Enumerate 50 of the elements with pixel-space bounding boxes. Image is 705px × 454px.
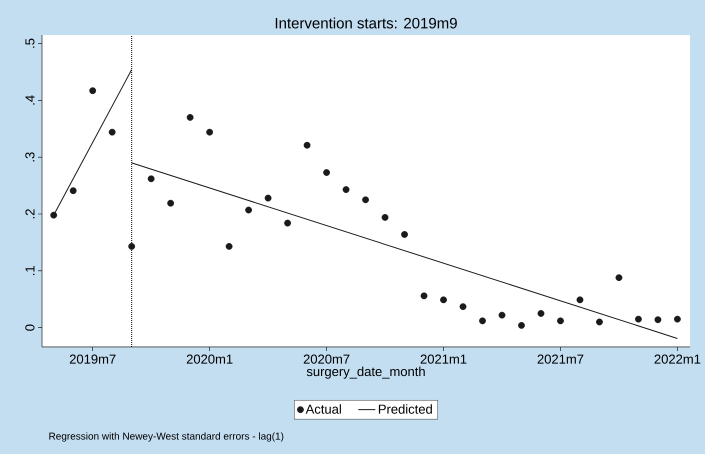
point bbox=[206, 128, 214, 136]
point bbox=[226, 243, 233, 250]
x-tick-label: 2021m1 bbox=[420, 354, 466, 364]
point bbox=[596, 318, 603, 326]
x-tick-label: 2022m1 bbox=[654, 354, 700, 364]
y-tick-label: 0 bbox=[25, 324, 34, 331]
point bbox=[616, 274, 622, 282]
y-tick-label: .3 bbox=[25, 152, 34, 162]
point bbox=[264, 194, 272, 202]
point bbox=[635, 316, 642, 323]
point bbox=[460, 303, 466, 310]
point bbox=[89, 87, 96, 94]
y-tick-label: .2 bbox=[25, 209, 34, 218]
x-tick-label: 2019m7 bbox=[70, 354, 116, 364]
y-tick-label: .1 bbox=[26, 266, 34, 276]
point bbox=[245, 206, 252, 214]
y-tick-label: .4 bbox=[26, 95, 34, 105]
legend-label: Predicted bbox=[378, 404, 432, 414]
chart-title: Intervention starts: 2019m9 bbox=[276, 17, 457, 28]
point bbox=[128, 243, 136, 250]
point bbox=[479, 317, 486, 324]
point bbox=[70, 187, 77, 194]
point bbox=[382, 214, 388, 221]
x-tick-label: 2021m7 bbox=[538, 354, 584, 364]
point bbox=[323, 169, 330, 176]
point bbox=[674, 316, 681, 323]
point bbox=[420, 292, 428, 300]
point bbox=[440, 296, 447, 304]
point bbox=[342, 186, 350, 193]
point bbox=[108, 128, 116, 136]
point bbox=[186, 114, 194, 121]
point bbox=[167, 200, 174, 207]
point bbox=[304, 142, 310, 149]
x-tick-label: 2020m7 bbox=[304, 354, 350, 364]
point bbox=[557, 317, 564, 324]
point bbox=[498, 312, 506, 319]
point bbox=[401, 231, 408, 238]
point bbox=[362, 196, 369, 204]
point bbox=[148, 175, 155, 182]
point bbox=[518, 322, 525, 329]
x-tick-label: 2020m1 bbox=[186, 354, 232, 364]
point bbox=[284, 220, 291, 226]
y-tick-label: .5 bbox=[25, 38, 34, 48]
x-axis-title: surgery_date_month bbox=[306, 366, 425, 379]
legend-label: Actual bbox=[306, 404, 341, 414]
point bbox=[50, 212, 58, 219]
point bbox=[576, 296, 584, 304]
text: Regression with Newey-West standard errors - lag(1) bbox=[49, 432, 284, 442]
point bbox=[538, 310, 544, 317]
point bbox=[654, 316, 662, 324]
